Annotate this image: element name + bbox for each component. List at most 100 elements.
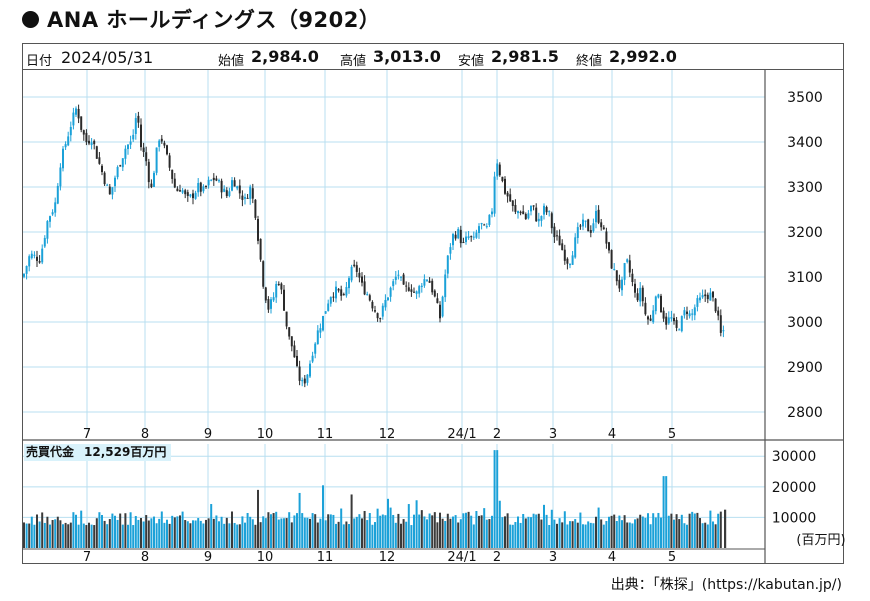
candle-body <box>423 279 426 286</box>
volume-bar <box>293 515 296 548</box>
candle-body <box>530 205 532 212</box>
candle-body <box>493 176 496 214</box>
candle <box>618 274 621 292</box>
volume-bar <box>374 522 376 548</box>
close-label: 終値 <box>576 54 603 69</box>
candle <box>267 296 270 313</box>
candle-body <box>290 336 293 347</box>
candle <box>64 141 67 150</box>
volume-bar <box>158 518 161 548</box>
candle <box>30 250 33 260</box>
volume-bar <box>332 514 335 548</box>
volume-bar <box>233 522 236 548</box>
candle-body <box>589 230 592 233</box>
volume-bar <box>457 522 460 548</box>
candle-body <box>202 186 205 192</box>
candle <box>704 289 707 302</box>
volume-bar <box>553 519 556 548</box>
volume-bar <box>532 513 535 548</box>
candle <box>371 300 374 312</box>
candle-body <box>350 266 353 281</box>
candle <box>501 176 504 183</box>
volume-bar <box>72 512 75 548</box>
volume-bar <box>301 513 304 548</box>
candle-body <box>111 187 114 195</box>
candle-body <box>556 235 558 237</box>
x-tick-label: 5 <box>668 427 676 442</box>
candle-body <box>121 158 124 168</box>
candle <box>623 262 626 286</box>
candle <box>231 177 233 192</box>
candle-body <box>140 124 142 148</box>
candle <box>25 265 28 280</box>
candle <box>675 316 678 332</box>
candle <box>179 184 181 192</box>
volume-bar <box>283 518 285 548</box>
volume-tick-label: 10000 <box>772 510 817 526</box>
volume-bar <box>150 518 153 548</box>
candle <box>446 255 449 279</box>
volume-bar <box>483 508 486 548</box>
candle <box>569 263 571 269</box>
volume-bar <box>85 525 88 548</box>
volume-bar <box>314 514 317 548</box>
candle-body <box>319 328 322 333</box>
candle-body <box>665 316 668 325</box>
volume-bar <box>348 524 350 548</box>
volume-bar <box>480 515 483 548</box>
candle-body <box>153 172 155 187</box>
candle-body <box>189 194 192 197</box>
candle-body <box>480 223 483 225</box>
candle-body <box>576 227 579 238</box>
volume-bar <box>207 518 210 548</box>
candle <box>223 185 226 193</box>
volume-bar <box>667 515 670 548</box>
volume-bar <box>615 521 618 548</box>
candle <box>657 293 660 299</box>
candle <box>309 360 311 379</box>
candle <box>337 288 340 293</box>
x-tick-label: 24/1 <box>447 427 476 442</box>
candle <box>82 129 85 141</box>
candle-body <box>584 220 587 222</box>
candle-body <box>374 310 376 312</box>
volume-bar <box>160 511 163 548</box>
candle <box>275 281 278 303</box>
candle-body <box>337 288 340 291</box>
candle-body <box>145 152 148 162</box>
candle <box>602 225 605 230</box>
volume-bar <box>241 516 244 548</box>
x-tick-label: 11 <box>317 427 334 442</box>
volume-bar <box>46 516 49 548</box>
candle <box>228 187 231 198</box>
candle-body <box>535 207 538 222</box>
candle-body <box>615 270 618 282</box>
volume-bar <box>56 516 59 548</box>
volume-bar <box>363 510 366 548</box>
source-credit: 出典：「株探」(https://kabutan.jp/) <box>610 577 842 593</box>
candle-body <box>181 190 184 193</box>
x-tick-label: 8 <box>141 427 149 442</box>
candle <box>233 177 236 187</box>
candle-body <box>433 290 436 297</box>
candle-body <box>186 192 189 196</box>
candle <box>197 178 200 197</box>
candle-body <box>704 294 707 297</box>
volume-bar <box>652 513 655 548</box>
volume-bar <box>394 522 397 548</box>
volume-bar <box>275 511 278 548</box>
candle <box>431 278 434 295</box>
volume-bar <box>662 476 665 548</box>
volume-bar <box>267 512 270 548</box>
candle-body <box>46 221 49 239</box>
candle <box>670 310 673 322</box>
volume-bar <box>36 514 38 548</box>
candle-body <box>163 142 166 146</box>
candle <box>150 179 153 189</box>
candle-body <box>249 186 252 199</box>
candle <box>641 285 644 307</box>
candle-body <box>452 233 454 246</box>
volume-bar <box>660 517 662 548</box>
x-tick-label: 10 <box>257 550 274 565</box>
candle <box>36 250 38 267</box>
